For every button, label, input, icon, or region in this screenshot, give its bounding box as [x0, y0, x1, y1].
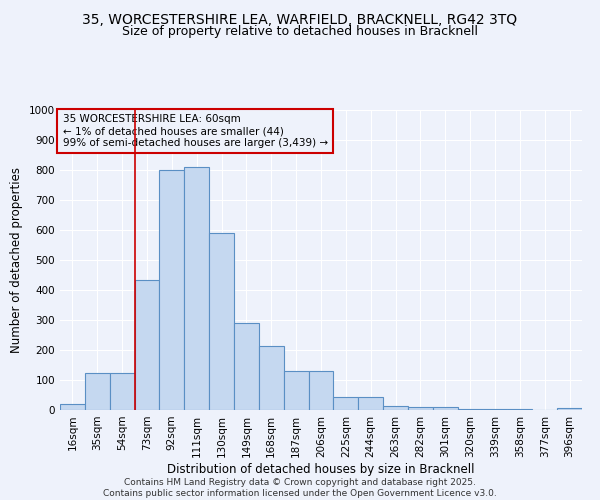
- Bar: [160, 170, 184, 410]
- Bar: [383, 406, 408, 410]
- Bar: [557, 408, 582, 410]
- Bar: [60, 404, 85, 410]
- Bar: [85, 372, 110, 410]
- Bar: [184, 167, 209, 410]
- Bar: [458, 408, 482, 410]
- Bar: [110, 372, 134, 410]
- Bar: [234, 323, 259, 410]
- Text: Size of property relative to detached houses in Bracknell: Size of property relative to detached ho…: [122, 25, 478, 38]
- Bar: [259, 346, 284, 410]
- Bar: [334, 398, 358, 410]
- Text: 35, WORCESTERSHIRE LEA, WARFIELD, BRACKNELL, RG42 3TQ: 35, WORCESTERSHIRE LEA, WARFIELD, BRACKN…: [82, 12, 518, 26]
- Bar: [358, 398, 383, 410]
- Bar: [308, 371, 334, 410]
- Bar: [508, 408, 532, 410]
- Bar: [433, 407, 458, 410]
- Bar: [134, 280, 160, 410]
- X-axis label: Distribution of detached houses by size in Bracknell: Distribution of detached houses by size …: [167, 462, 475, 475]
- Bar: [284, 371, 308, 410]
- Bar: [482, 408, 508, 410]
- Text: 35 WORCESTERSHIRE LEA: 60sqm
← 1% of detached houses are smaller (44)
99% of sem: 35 WORCESTERSHIRE LEA: 60sqm ← 1% of det…: [62, 114, 328, 148]
- Bar: [408, 407, 433, 410]
- Y-axis label: Number of detached properties: Number of detached properties: [10, 167, 23, 353]
- Bar: [209, 233, 234, 410]
- Text: Contains HM Land Registry data © Crown copyright and database right 2025.
Contai: Contains HM Land Registry data © Crown c…: [103, 478, 497, 498]
